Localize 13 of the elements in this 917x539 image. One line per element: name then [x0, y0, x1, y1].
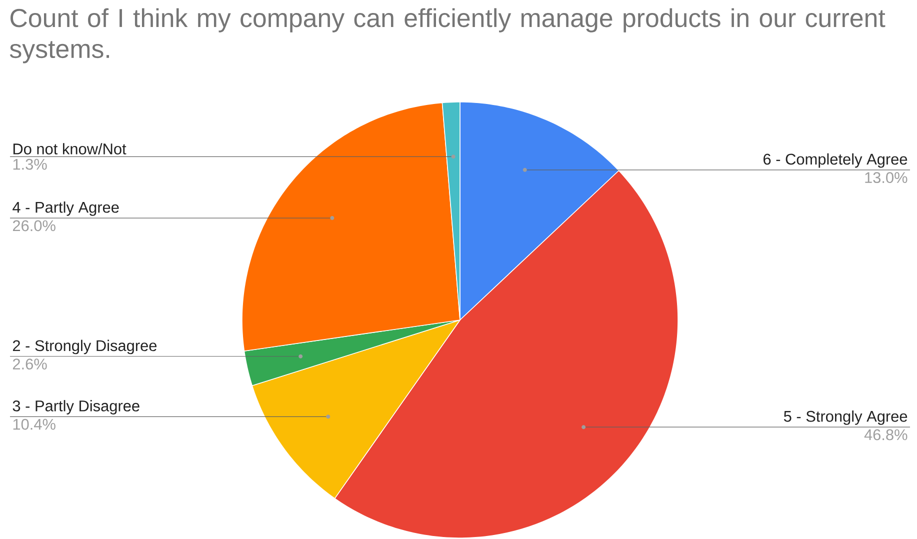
data-label: 1.3%	[13, 158, 47, 170]
chart-title: Count of I think my company can efficiently manage products in our current systems.	[10, 8, 886, 64]
slice-label: 6 - Completely Agree	[764, 153, 908, 168]
slice-label: 4 - Partly Agree	[12, 201, 119, 216]
data-label: 2.6%	[12, 358, 47, 370]
data-label: 26.0%	[12, 220, 56, 232]
data-label: 46.8%	[864, 429, 908, 440]
slice-label: 3 - Partly Disagree	[12, 400, 140, 414]
data-label: 13.0%	[865, 172, 908, 184]
slice-label: 2 - Strongly Disagree	[12, 340, 157, 354]
slice-label: Do not know/Not	[13, 143, 126, 154]
data-label: 10.4%	[13, 418, 56, 430]
slice-label: 5 - Strongly Agree	[784, 410, 908, 425]
